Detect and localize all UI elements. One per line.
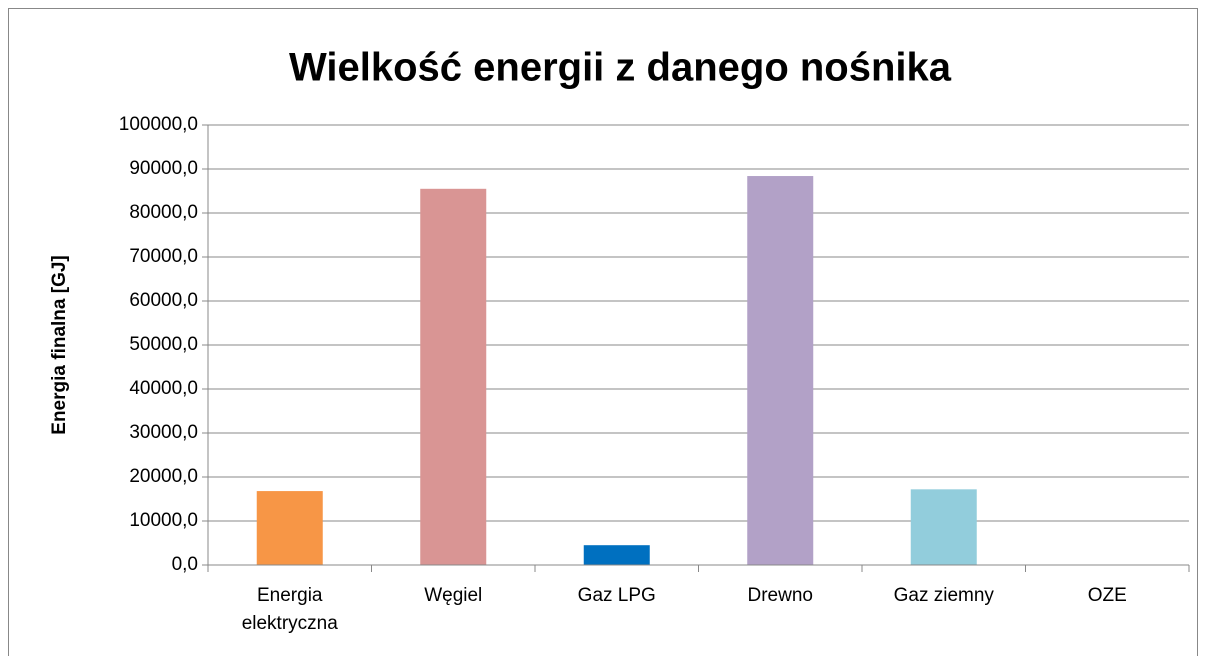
y-tick-label: 70000,0 [129,246,198,267]
chart-title: Wielkość energii z danego nośnika [289,46,952,90]
y-tick-label: 100000,0 [119,114,198,135]
y-tick-label: 60000,0 [129,290,198,311]
y-tick-label: 20000,0 [129,466,198,487]
x-tick-label: Drewno [747,585,813,606]
x-tick-label: Energia elektryczna [241,585,338,634]
bar [747,176,814,566]
bar [583,545,650,565]
y-tick-label: 30000,0 [129,422,198,443]
y-tick-label: 40000,0 [129,378,198,399]
y-tick-label: 50000,0 [129,334,198,355]
y-axis-label: Energia finalna [GJ] [49,255,70,434]
y-tick-label: 0,0 [172,554,198,575]
x-tick-label: OZE [1087,585,1127,606]
bar [256,491,323,565]
x-tick-label: Gaz LPG [577,585,656,606]
y-tick-label: 90000,0 [129,158,198,179]
y-tick-label: 10000,0 [129,510,198,531]
x-tick-label: Węgiel [424,585,483,606]
y-tick-label: 80000,0 [129,202,198,223]
bar [420,188,487,566]
bar [910,489,977,565]
x-tick-label: Gaz ziemny [893,585,994,606]
